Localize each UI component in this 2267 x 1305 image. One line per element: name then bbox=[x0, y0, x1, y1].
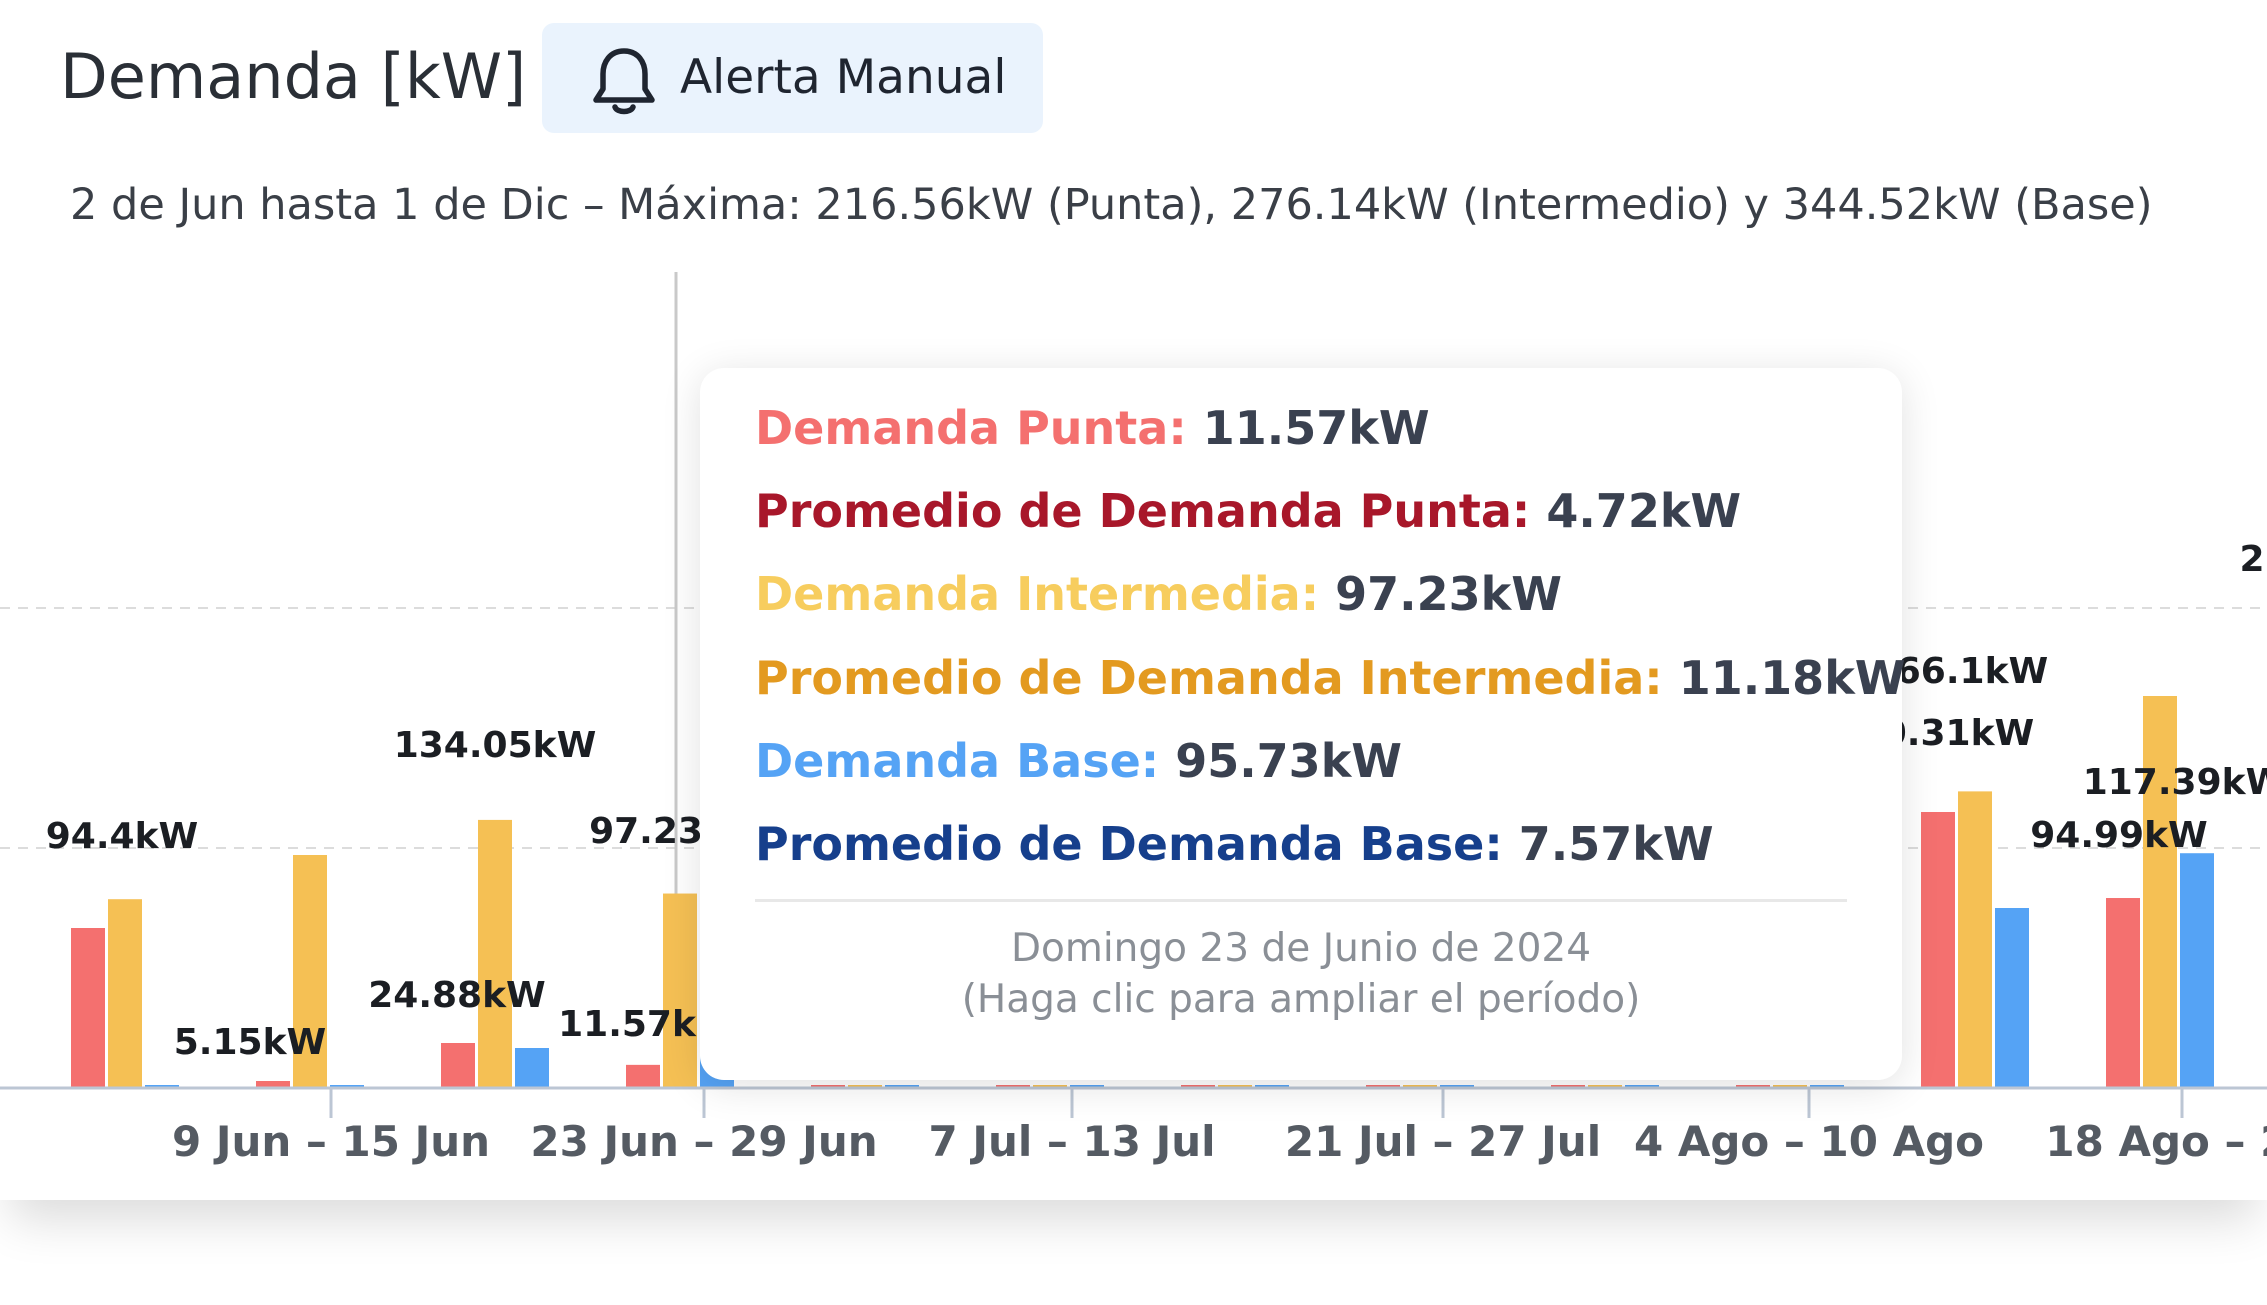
x-tick-label: 23 Jun – 29 Jun bbox=[530, 1117, 877, 1166]
data-label: 11.57k bbox=[558, 1004, 697, 1045]
tooltip-value: 11.18kW bbox=[1678, 651, 1906, 705]
manual-alert-button[interactable]: Alerta Manual bbox=[542, 23, 1043, 133]
bar-base[interactable] bbox=[2180, 853, 2214, 1088]
bar-punta[interactable] bbox=[1921, 812, 1955, 1088]
data-label: 117.39kW bbox=[2083, 762, 2267, 803]
x-tick-label: 18 Ago – 24 bbox=[2045, 1117, 2267, 1166]
tooltip-label: Demanda Intermedia: bbox=[755, 567, 1320, 621]
bar-punta[interactable] bbox=[71, 928, 105, 1088]
demand-card: 9 Jun – 15 Jun 23 Jun – 29 Jun 7 Jul – 13 … bbox=[0, 0, 2267, 1200]
tooltip-divider bbox=[755, 899, 1847, 902]
tooltip-row-promedio-base: Promedio de Demanda Base: 7.57kW bbox=[755, 815, 1714, 873]
demand-bar-chart[interactable]: 9 Jun – 15 Jun 23 Jun – 29 Jun 7 Jul – 13 … bbox=[0, 0, 2267, 1200]
tooltip-hint: (Haga clic para ampliar el período) bbox=[961, 977, 1641, 1022]
tooltip-row-promedio-intermedia: Promedio de Demanda Intermedia: 11.18kW bbox=[755, 649, 1906, 707]
data-label: 97.23 bbox=[589, 811, 703, 852]
tooltip-value: 11.57kW bbox=[1202, 401, 1430, 455]
data-label: 2 bbox=[2239, 539, 2264, 580]
tooltip-value: 4.72kW bbox=[1546, 484, 1742, 538]
data-label: 24.88kW bbox=[368, 975, 546, 1016]
bar-punta[interactable] bbox=[256, 1081, 290, 1088]
tooltip-label: Promedio de Demanda Punta: bbox=[755, 484, 1531, 538]
chart-tooltip: Demanda Punta: 11.57kW Promedio de Deman… bbox=[700, 368, 1906, 1080]
x-tick-label: 4 Ago – 10 Ago bbox=[1634, 1117, 1984, 1166]
data-label: 94.99kW bbox=[2030, 815, 2208, 856]
tooltip-row-demanda-base: Demanda Base: 95.73kW bbox=[755, 732, 1402, 790]
tooltip-row-demanda-punta: Demanda Punta: 11.57kW bbox=[755, 399, 1430, 457]
tooltip-row-promedio-punta: Promedio de Demanda Punta: 4.72kW bbox=[755, 482, 1741, 540]
manual-alert-label: Alerta Manual bbox=[680, 50, 1007, 105]
tooltip-value: 7.57kW bbox=[1518, 817, 1714, 871]
data-label: 5.15kW bbox=[174, 1022, 326, 1063]
bell-icon bbox=[593, 48, 655, 115]
x-tick-label: 21 Jul – 27 Jul bbox=[1285, 1117, 1601, 1166]
bar-base[interactable] bbox=[1995, 908, 2029, 1088]
tooltip-value: 95.73kW bbox=[1175, 734, 1403, 788]
tooltip-date: Domingo 23 de Junio de 2024 bbox=[1010, 926, 1592, 971]
bar-base[interactable] bbox=[515, 1048, 549, 1088]
tooltip-value: 97.23kW bbox=[1335, 567, 1562, 621]
tooltip-label: Promedio de Demanda Base: bbox=[755, 817, 1503, 871]
tooltip-row-demanda-intermedia: Demanda Intermedia: 97.23kW bbox=[755, 565, 1562, 623]
bar-intermedia[interactable] bbox=[293, 855, 327, 1088]
data-label: 94.4kW bbox=[46, 816, 198, 857]
tooltip-label: Demanda Punta: bbox=[755, 401, 1187, 455]
bar-punta[interactable] bbox=[2106, 898, 2140, 1088]
bar-punta[interactable] bbox=[626, 1064, 660, 1088]
bar-intermedia[interactable] bbox=[478, 819, 512, 1088]
x-tick-label: 9 Jun – 15 Jun bbox=[172, 1117, 490, 1166]
bar-intermedia[interactable] bbox=[663, 893, 697, 1088]
x-tick-label: 7 Jul – 13 Jul bbox=[928, 1117, 1215, 1166]
chart-subtitle: 2 de Jun hasta 1 de Dic – Máxima: 216.56… bbox=[70, 180, 2153, 230]
tooltip-label: Promedio de Demanda Intermedia: bbox=[755, 651, 1663, 705]
tooltip-label: Demanda Base: bbox=[755, 734, 1160, 788]
bar-intermedia[interactable] bbox=[1958, 791, 1992, 1088]
data-label: 134.05kW bbox=[394, 725, 597, 766]
page-title: Demanda [kW] bbox=[60, 40, 527, 113]
bar-intermedia[interactable] bbox=[2143, 696, 2177, 1088]
data-label: 66.1kW bbox=[1896, 651, 2048, 692]
bar-punta[interactable] bbox=[441, 1043, 475, 1088]
card-header: Demanda [kW] Alerta Manual 2 de Jun hast… bbox=[0, 0, 2267, 230]
data-label: 0.31kW bbox=[1882, 713, 2034, 754]
bar-intermedia[interactable] bbox=[108, 899, 142, 1088]
